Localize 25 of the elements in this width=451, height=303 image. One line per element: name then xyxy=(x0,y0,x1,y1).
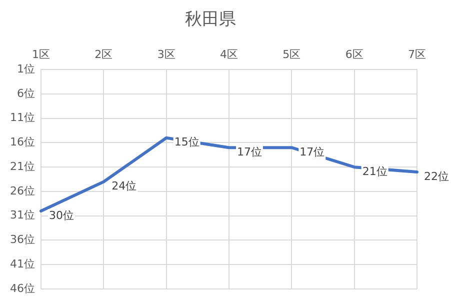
x-tick-label: 7区 xyxy=(408,48,426,61)
y-tick-label: 31位 xyxy=(10,208,35,222)
data-label: 30位 xyxy=(48,208,74,222)
y-tick-label: 1位 xyxy=(16,62,35,76)
chart-title: 秋田県 xyxy=(185,10,236,30)
data-label: 17位 xyxy=(300,145,325,158)
y-tick-label: 46位 xyxy=(10,282,35,295)
y-tick-label: 11位 xyxy=(10,111,35,124)
data-label: 15位 xyxy=(174,136,200,149)
data-label: 21位 xyxy=(362,164,388,178)
x-tick-label: 2区 xyxy=(94,48,113,61)
x-tick-label: 5区 xyxy=(282,48,301,61)
x-tick-label: 4区 xyxy=(220,48,238,61)
y-tick-label: 41位 xyxy=(10,257,35,270)
y-tick-label: 26位 xyxy=(10,184,35,198)
y-tick-label: 36位 xyxy=(10,233,35,246)
data-label: 17位 xyxy=(237,145,262,158)
y-tick-label: 6位 xyxy=(16,86,35,100)
x-tick-label: 1区 xyxy=(32,48,50,61)
y-tick-label: 21位 xyxy=(10,160,35,173)
data-label: 24位 xyxy=(112,180,137,193)
data-label: 22位 xyxy=(424,170,450,183)
x-tick-label: 6区 xyxy=(345,48,364,61)
x-tick-label: 3区 xyxy=(157,48,176,61)
y-tick-label: 16位 xyxy=(10,136,35,149)
